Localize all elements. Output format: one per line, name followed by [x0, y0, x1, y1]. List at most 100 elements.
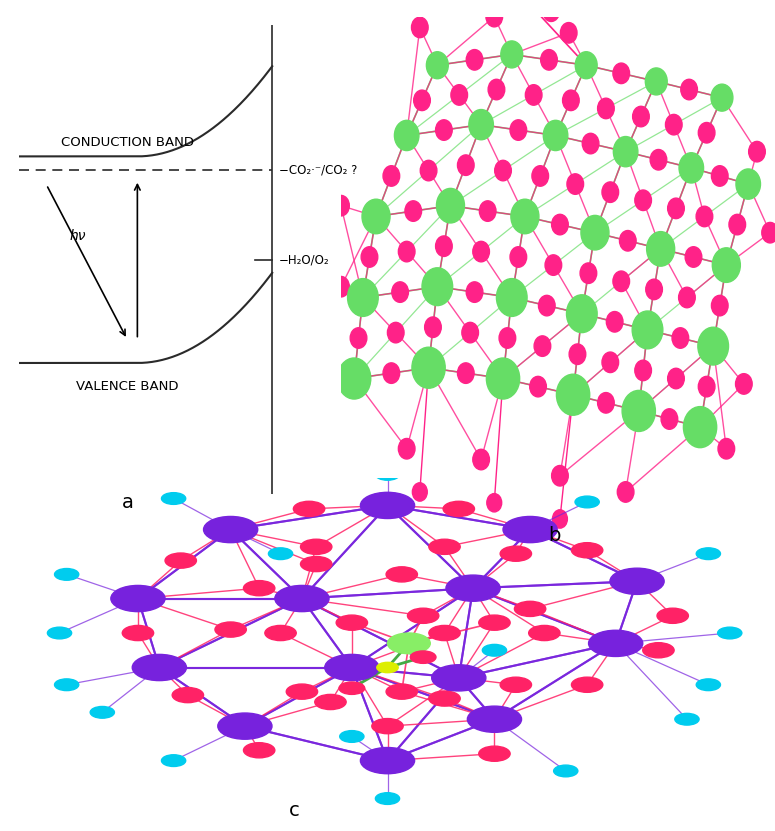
Circle shape — [581, 215, 609, 250]
Circle shape — [718, 627, 742, 639]
Circle shape — [680, 79, 698, 100]
Circle shape — [479, 746, 510, 761]
Circle shape — [598, 98, 615, 119]
Circle shape — [711, 84, 733, 111]
Circle shape — [497, 278, 527, 317]
Circle shape — [698, 376, 715, 397]
Circle shape — [467, 50, 483, 70]
Circle shape — [218, 713, 272, 740]
Circle shape — [575, 52, 598, 79]
Circle shape — [336, 615, 367, 630]
Circle shape — [571, 543, 603, 558]
Circle shape — [602, 182, 618, 203]
Circle shape — [360, 748, 415, 774]
Circle shape — [446, 575, 500, 602]
Circle shape — [420, 160, 437, 181]
Text: hν: hν — [70, 229, 87, 243]
Circle shape — [360, 492, 415, 519]
Circle shape — [503, 516, 557, 543]
Circle shape — [243, 581, 275, 596]
Circle shape — [672, 327, 689, 348]
Circle shape — [372, 719, 403, 734]
Circle shape — [394, 120, 419, 150]
Circle shape — [457, 363, 474, 383]
Circle shape — [172, 687, 204, 703]
Text: −H₂O/O₂: −H₂O/O₂ — [279, 253, 329, 266]
Circle shape — [510, 247, 527, 268]
Circle shape — [243, 743, 275, 758]
Circle shape — [679, 153, 704, 183]
Circle shape — [215, 622, 246, 637]
Circle shape — [646, 68, 667, 95]
Circle shape — [632, 106, 649, 127]
Circle shape — [619, 230, 636, 251]
Circle shape — [567, 174, 584, 194]
Circle shape — [515, 602, 546, 617]
Circle shape — [480, 201, 496, 221]
Circle shape — [646, 232, 675, 266]
Circle shape — [469, 110, 494, 140]
Circle shape — [563, 90, 579, 111]
Circle shape — [711, 295, 728, 316]
Circle shape — [553, 509, 567, 529]
Circle shape — [426, 52, 448, 79]
Circle shape — [657, 608, 688, 623]
Circle shape — [618, 482, 634, 502]
Circle shape — [383, 363, 400, 383]
Circle shape — [534, 336, 551, 356]
Circle shape — [429, 539, 460, 554]
Circle shape — [696, 548, 721, 559]
Circle shape — [429, 691, 460, 706]
Circle shape — [762, 223, 775, 243]
Text: a: a — [122, 494, 134, 512]
Circle shape — [696, 206, 713, 227]
Circle shape — [47, 627, 71, 639]
Circle shape — [204, 516, 258, 543]
Circle shape — [696, 679, 721, 691]
Circle shape — [749, 141, 765, 162]
Circle shape — [122, 626, 153, 641]
Circle shape — [286, 684, 318, 699]
Circle shape — [569, 344, 586, 365]
Circle shape — [432, 665, 486, 691]
Circle shape — [398, 439, 415, 459]
Circle shape — [473, 450, 490, 470]
Circle shape — [436, 120, 453, 140]
Circle shape — [610, 568, 664, 594]
Circle shape — [388, 633, 430, 654]
Circle shape — [598, 392, 615, 413]
Circle shape — [580, 263, 597, 283]
Circle shape — [606, 312, 623, 332]
Circle shape — [545, 255, 562, 275]
Circle shape — [388, 322, 404, 343]
Circle shape — [650, 150, 666, 170]
Text: VALENCE BAND: VALENCE BAND — [76, 380, 178, 393]
Circle shape — [684, 406, 717, 448]
Circle shape — [301, 557, 332, 572]
Circle shape — [588, 630, 642, 656]
Circle shape — [467, 282, 483, 302]
Circle shape — [462, 322, 478, 343]
Circle shape — [560, 22, 577, 43]
Circle shape — [332, 277, 350, 297]
Circle shape — [165, 553, 196, 568]
Text: c: c — [289, 801, 300, 819]
Circle shape — [613, 63, 629, 84]
Circle shape — [711, 165, 728, 186]
Circle shape — [486, 7, 502, 27]
Circle shape — [386, 684, 418, 699]
Circle shape — [667, 368, 684, 389]
Circle shape — [511, 199, 539, 234]
Circle shape — [275, 585, 329, 612]
Circle shape — [436, 236, 453, 257]
Circle shape — [567, 295, 598, 332]
Circle shape — [718, 439, 735, 459]
Circle shape — [685, 247, 702, 268]
Circle shape — [337, 358, 370, 399]
Circle shape — [54, 679, 79, 691]
Circle shape — [556, 374, 590, 416]
Circle shape — [457, 155, 474, 175]
Circle shape — [500, 677, 532, 692]
Circle shape — [473, 241, 490, 262]
Circle shape — [161, 493, 186, 504]
